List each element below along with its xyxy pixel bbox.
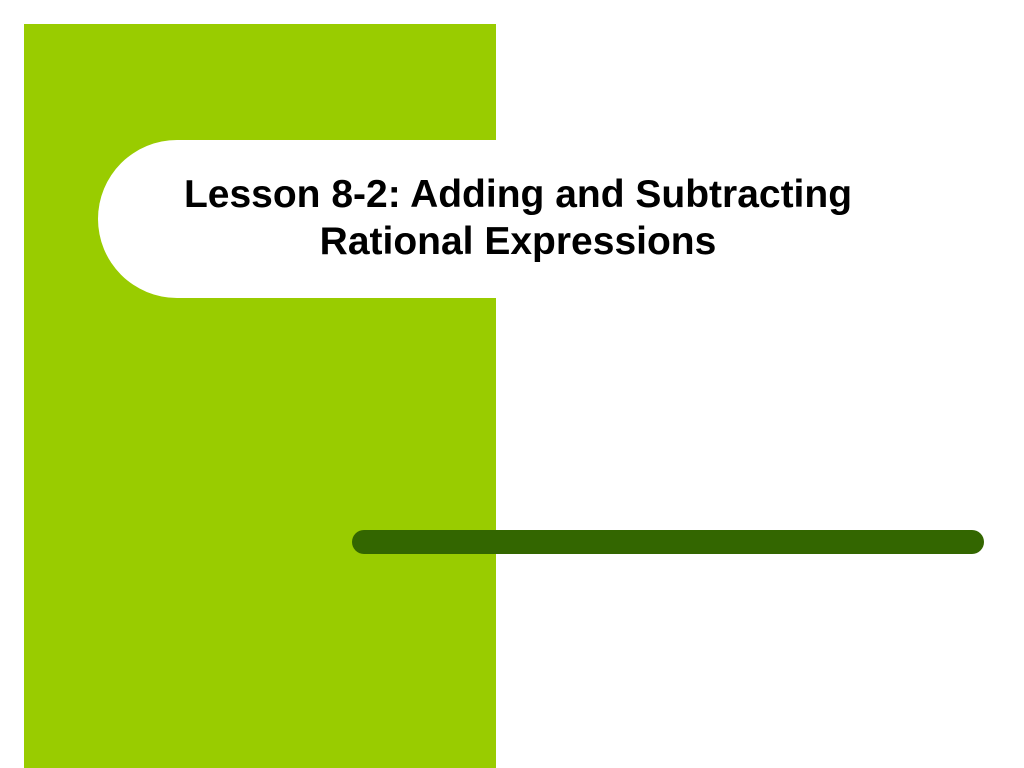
slide-title: Lesson 8-2: Adding and Subtracting Ratio… xyxy=(158,172,878,266)
accent-bar xyxy=(352,530,984,554)
green-background-block xyxy=(24,24,496,768)
title-container: Lesson 8-2: Adding and Subtracting Ratio… xyxy=(98,140,918,298)
